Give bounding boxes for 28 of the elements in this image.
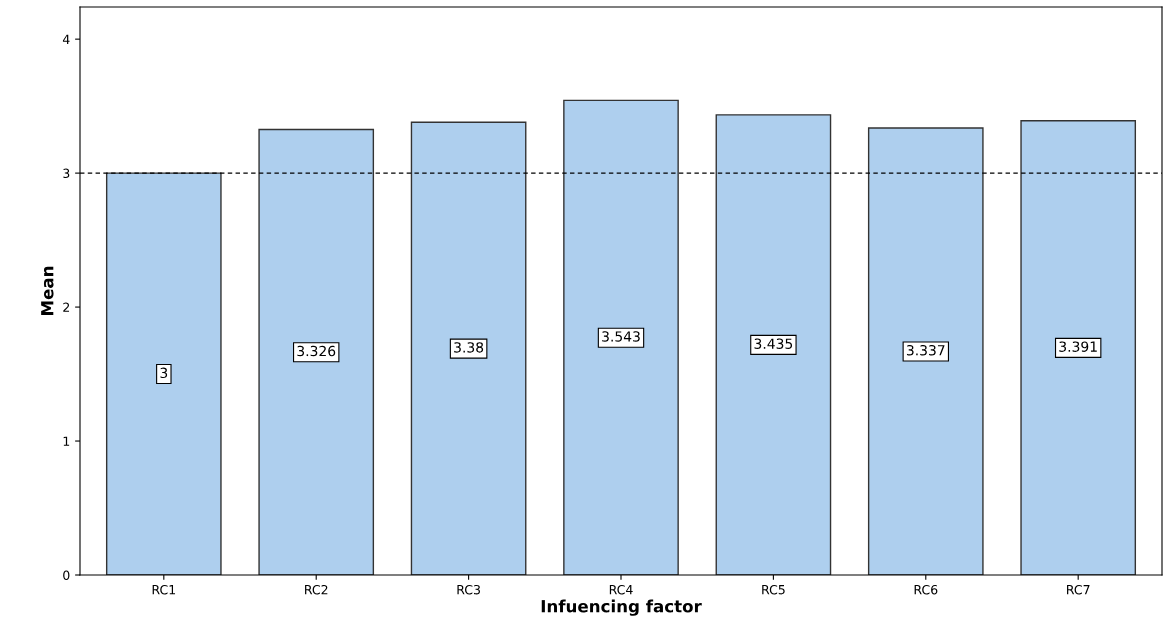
x-tick-label: RC6 xyxy=(914,584,938,595)
bar xyxy=(410,121,527,575)
x-tick-label: RC3 xyxy=(457,584,480,595)
data-label: 3.435 xyxy=(754,338,793,349)
y-tick-label: 2 xyxy=(63,302,70,312)
x-tick-label: RC4 xyxy=(609,584,633,595)
bar xyxy=(105,172,222,575)
data-label: 3.337 xyxy=(906,345,945,356)
data-label: 3.326 xyxy=(297,345,336,357)
data-label: 3 xyxy=(160,367,168,379)
y-tick-label: 4 xyxy=(62,34,70,44)
y-tick-label: 0 xyxy=(63,570,70,580)
y-tick-label: 3 xyxy=(63,168,70,179)
bar xyxy=(867,127,984,575)
bar xyxy=(563,99,679,575)
y-axis-title: Mean xyxy=(41,266,54,315)
data-label: 3.38 xyxy=(454,342,484,353)
x-tick-label: RC1 xyxy=(152,584,176,595)
data-label: 3.543 xyxy=(602,331,640,342)
x-axis-title: Infuencing factor xyxy=(541,599,702,616)
bar xyxy=(1020,120,1137,575)
x-tick-label: RC5 xyxy=(762,584,785,595)
y-tick-label: 1 xyxy=(63,436,70,446)
x-tick-label: RC2 xyxy=(305,584,328,595)
x-tick-label: RC7 xyxy=(1067,584,1090,595)
bar xyxy=(258,128,375,575)
bar xyxy=(715,114,832,575)
data-label: 3.391 xyxy=(1059,341,1097,352)
